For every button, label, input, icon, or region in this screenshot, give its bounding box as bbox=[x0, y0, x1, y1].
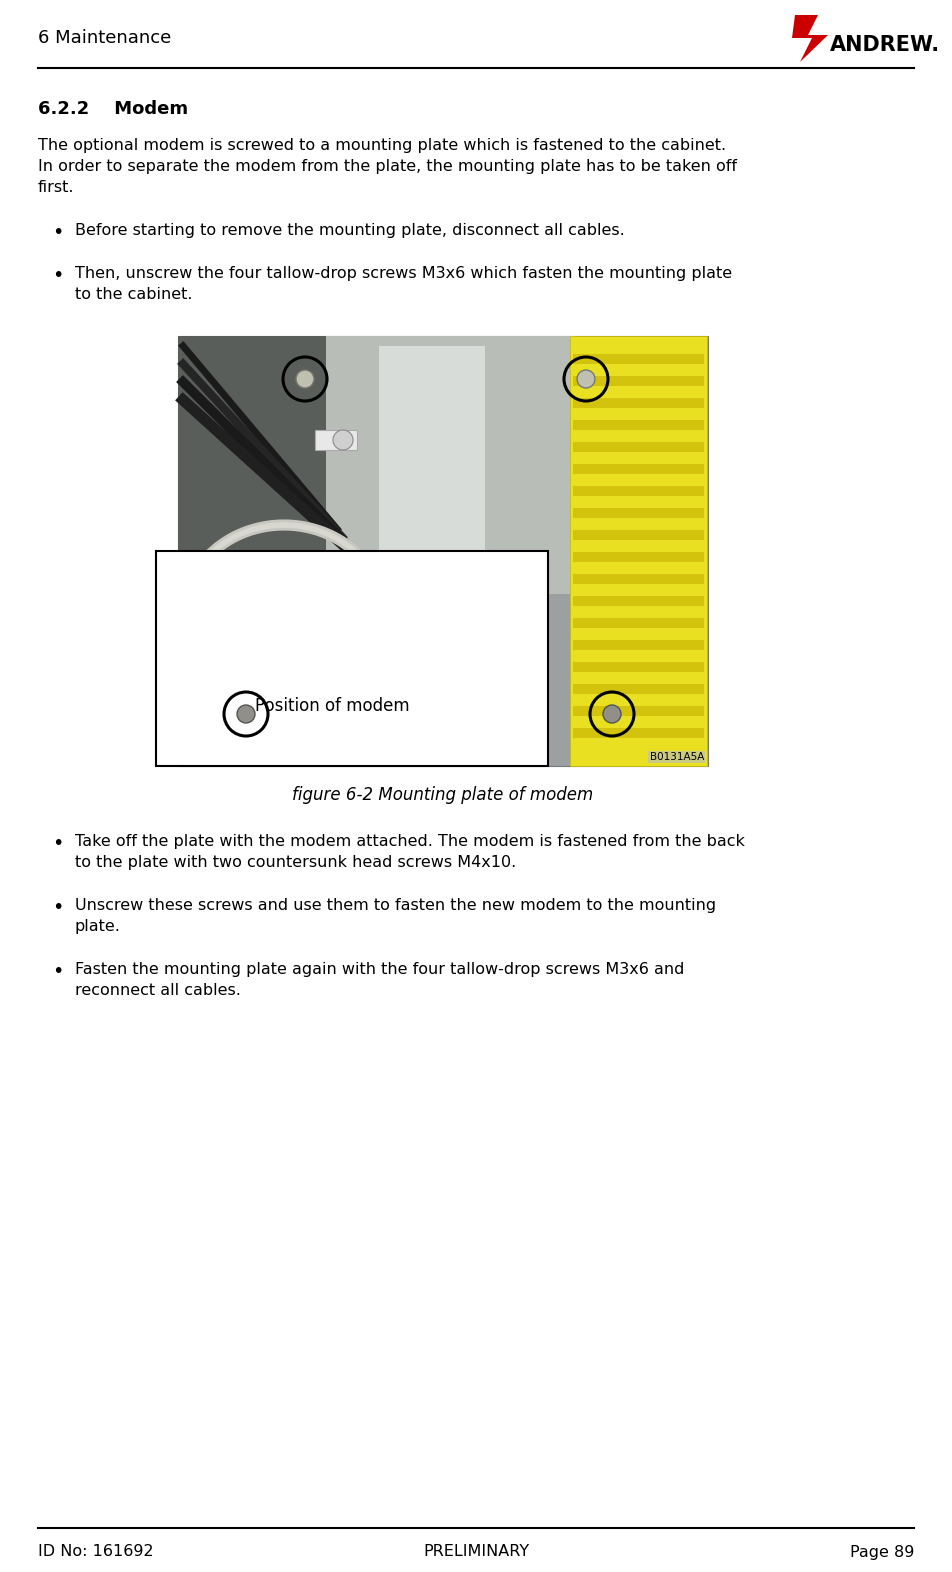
Bar bbox=[379, 346, 485, 582]
Text: In order to separate the modem from the plate, the mounting plate has to be take: In order to separate the modem from the … bbox=[38, 159, 737, 174]
Bar bbox=[156, 552, 548, 766]
Bar bbox=[573, 640, 704, 649]
Bar bbox=[573, 706, 704, 715]
Text: PRELIMINARY: PRELIMINARY bbox=[423, 1545, 529, 1559]
Bar bbox=[573, 442, 704, 453]
Bar bbox=[379, 601, 459, 619]
Text: •: • bbox=[52, 835, 64, 854]
Text: to the plate with two countersunk head screws M4x10.: to the plate with two countersunk head s… bbox=[75, 855, 516, 869]
Circle shape bbox=[237, 704, 255, 723]
Text: 6.2.2    Modem: 6.2.2 Modem bbox=[38, 101, 188, 118]
Polygon shape bbox=[792, 16, 828, 61]
Text: Position of modem: Position of modem bbox=[255, 696, 409, 715]
Circle shape bbox=[603, 704, 621, 723]
Bar bbox=[178, 336, 708, 766]
Bar bbox=[573, 376, 704, 387]
Bar bbox=[573, 662, 704, 671]
Bar bbox=[573, 464, 704, 475]
Bar bbox=[573, 420, 704, 431]
Bar bbox=[573, 574, 704, 585]
Bar bbox=[573, 728, 704, 737]
Text: •: • bbox=[52, 898, 64, 916]
Text: reconnect all cables.: reconnect all cables. bbox=[75, 982, 241, 998]
Text: first.: first. bbox=[38, 181, 74, 195]
Bar bbox=[573, 354, 704, 365]
Text: Before starting to remove the mounting plate, disconnect all cables.: Before starting to remove the mounting p… bbox=[75, 223, 625, 237]
Text: ANDREW.: ANDREW. bbox=[830, 35, 941, 55]
Bar bbox=[573, 508, 704, 519]
Bar bbox=[315, 431, 357, 450]
Bar bbox=[573, 618, 704, 627]
Text: Take off the plate with the modem attached. The modem is fastened from the back: Take off the plate with the modem attach… bbox=[75, 835, 744, 849]
Text: •: • bbox=[52, 223, 64, 242]
Bar bbox=[573, 530, 704, 541]
Text: The optional modem is screwed to a mounting plate which is fastened to the cabin: The optional modem is screwed to a mount… bbox=[38, 138, 726, 152]
Bar bbox=[573, 684, 704, 693]
Bar bbox=[573, 596, 704, 605]
Text: Page 89: Page 89 bbox=[849, 1545, 914, 1559]
Text: •: • bbox=[52, 962, 64, 981]
Text: figure 6-2 Mounting plate of modem: figure 6-2 Mounting plate of modem bbox=[292, 786, 594, 803]
Bar bbox=[178, 336, 400, 766]
Text: 6 Maintenance: 6 Maintenance bbox=[38, 28, 171, 47]
Bar bbox=[570, 336, 707, 766]
Bar bbox=[379, 572, 459, 601]
Text: plate.: plate. bbox=[75, 920, 121, 934]
Text: Unscrew these screws and use them to fasten the new modem to the mounting: Unscrew these screws and use them to fas… bbox=[75, 898, 716, 913]
Circle shape bbox=[333, 431, 353, 450]
Text: to the cabinet.: to the cabinet. bbox=[75, 288, 192, 302]
Text: B0131A5A: B0131A5A bbox=[649, 751, 704, 762]
Bar bbox=[573, 552, 704, 563]
Bar bbox=[573, 398, 704, 409]
Text: ID No: 161692: ID No: 161692 bbox=[38, 1545, 153, 1559]
Circle shape bbox=[296, 369, 314, 388]
Text: Then, unscrew the four tallow-drop screws M3x6 which fasten the mounting plate: Then, unscrew the four tallow-drop screw… bbox=[75, 266, 732, 281]
Bar bbox=[573, 486, 704, 497]
Circle shape bbox=[577, 369, 595, 388]
Text: Fasten the mounting plate again with the four tallow-drop screws M3x6 and: Fasten the mounting plate again with the… bbox=[75, 962, 684, 978]
Bar bbox=[326, 336, 575, 594]
Text: •: • bbox=[52, 266, 64, 285]
